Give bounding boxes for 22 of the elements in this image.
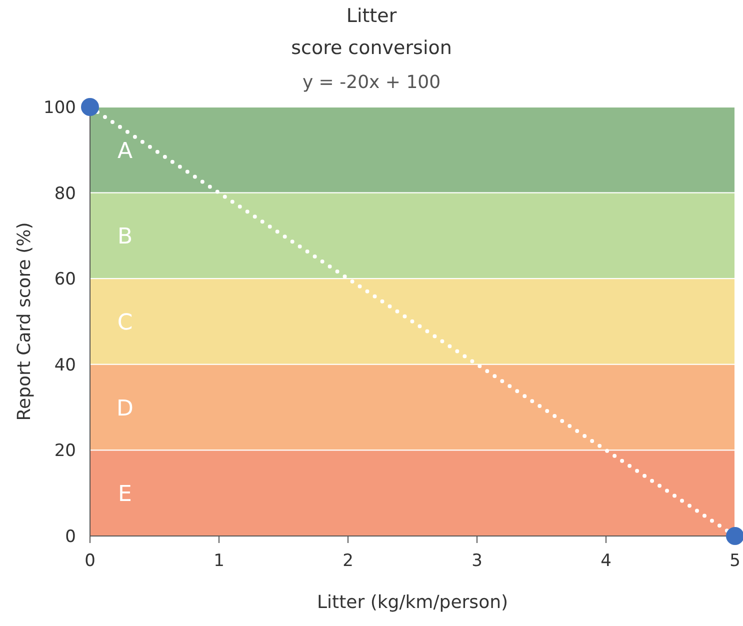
- y-tick-label: 80: [54, 184, 76, 204]
- band-label: E: [118, 482, 132, 508]
- x-tick-label: 2: [342, 551, 354, 571]
- x-tick-label: 0: [84, 551, 96, 571]
- y-tick-label: 20: [54, 441, 76, 462]
- y-tick-label: 0: [65, 527, 76, 547]
- y-tick-label: 40: [54, 355, 76, 376]
- y-tick-label: 60: [54, 270, 76, 290]
- band-label: D: [116, 396, 134, 422]
- chart-title: Litter: [346, 5, 397, 27]
- x-tick-label: 3: [472, 551, 482, 571]
- text: y = -20x + 100: [302, 72, 441, 93]
- y-tick-label: 100: [44, 98, 76, 118]
- band-label: C: [117, 310, 133, 336]
- x-tick-label: 5: [730, 551, 740, 571]
- band-label: B: [117, 224, 133, 250]
- chart-subtitle: score conversion: [291, 37, 452, 59]
- x-tick-label: 1: [214, 551, 224, 571]
- band-label: A: [117, 138, 133, 164]
- y-axis-title: Report Card score (%): [14, 222, 35, 421]
- x-axis-title: Litter (kg/km/person): [316, 592, 508, 613]
- x-tick-label: 4: [600, 551, 612, 571]
